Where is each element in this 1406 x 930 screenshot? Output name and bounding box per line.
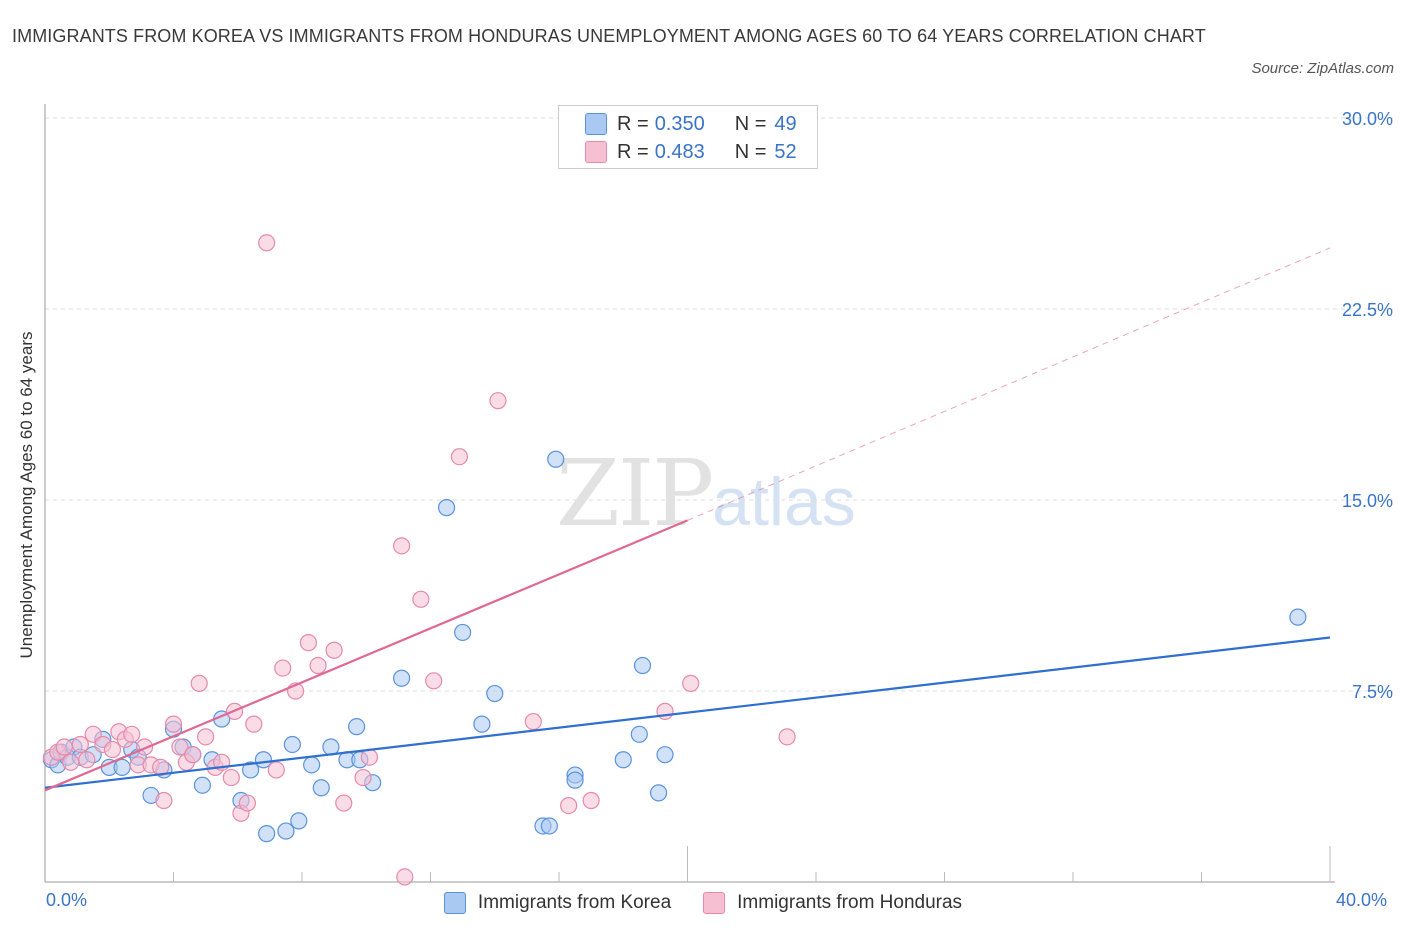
chart-title: IMMIGRANTS FROM KOREA VS IMMIGRANTS FROM… <box>12 26 1206 46</box>
data-point-honduras <box>682 674 700 692</box>
data-point-korea <box>303 756 321 774</box>
legend-r-label: R = <box>617 112 649 135</box>
data-point-honduras <box>392 537 411 555</box>
data-point-honduras <box>258 234 276 252</box>
data-point-korea <box>540 817 558 835</box>
data-point-honduras <box>524 712 542 731</box>
x-tick-label-max: 40.0% <box>1336 890 1388 910</box>
data-point-korea <box>1289 608 1307 626</box>
data-point-korea <box>348 718 366 736</box>
data-point-honduras <box>164 715 183 733</box>
y-tick-label: 15.0% <box>1342 491 1393 511</box>
data-point-korea <box>258 825 276 843</box>
data-point-honduras <box>412 590 430 608</box>
data-point-honduras <box>582 791 600 810</box>
data-point-honduras <box>103 740 122 759</box>
stats-legend: R = 0.350 N = 49 R = 0.483 N = 52 <box>558 105 818 169</box>
legend-item-honduras: Immigrants from Honduras <box>703 892 962 914</box>
data-point-korea <box>486 684 504 703</box>
watermark: ZIPatlas <box>556 440 856 547</box>
data-point-korea <box>547 450 565 468</box>
legend-n-value: 52 <box>774 140 797 163</box>
watermark-zip: ZIP <box>556 440 714 547</box>
y-tick-label: 7.5% <box>1352 682 1393 702</box>
data-point-korea <box>437 499 456 517</box>
data-point-honduras <box>778 728 796 746</box>
data-point-honduras <box>354 768 372 787</box>
data-point-honduras <box>184 746 202 764</box>
data-point-honduras <box>309 656 327 675</box>
data-point-honduras <box>489 392 507 410</box>
data-point-honduras <box>299 634 318 652</box>
data-point-korea <box>630 725 648 743</box>
data-point-honduras <box>222 768 240 787</box>
legend-n-label: N = <box>734 140 767 163</box>
data-point-honduras <box>123 725 141 743</box>
data-point-korea <box>656 746 674 764</box>
data-point-korea <box>113 758 131 777</box>
data-point-korea <box>392 669 411 687</box>
data-point-honduras <box>335 794 353 812</box>
data-point-honduras <box>78 751 96 769</box>
legend-r-label: R = <box>617 140 649 163</box>
data-point-honduras <box>71 735 89 754</box>
legend-item-korea: Immigrants from Korea <box>443 892 672 914</box>
data-point-honduras <box>190 674 208 692</box>
legend-label-korea: Immigrants from Korea <box>477 892 672 913</box>
data-point-honduras <box>450 448 469 466</box>
data-point-korea <box>242 761 260 779</box>
watermark-atlas: atlas <box>712 464 856 540</box>
legend-n-value: 49 <box>774 112 797 135</box>
y-tick-label: 22.5% <box>1342 300 1393 320</box>
data-point-korea <box>290 812 308 830</box>
data-point-korea <box>193 776 212 794</box>
legend-swatch-honduras <box>585 141 607 163</box>
legend-n-label: N = <box>734 112 767 135</box>
data-point-honduras <box>155 791 173 810</box>
trendline-korea <box>44 636 1331 789</box>
data-point-honduras <box>238 794 256 812</box>
legend-r-value: 0.483 <box>654 140 705 163</box>
legend-label-honduras: Immigrants from Honduras <box>737 892 963 913</box>
data-point-korea <box>614 751 632 769</box>
data-point-korea <box>312 779 330 797</box>
data-point-honduras <box>197 728 215 746</box>
legend-row-honduras: R = 0.483 N = 52 <box>585 138 797 166</box>
data-point-korea <box>633 656 652 675</box>
data-point-korea <box>283 735 301 754</box>
data-point-korea <box>473 715 491 733</box>
data-point-honduras <box>245 715 263 733</box>
data-point-honduras <box>274 659 292 677</box>
source-label: Source: ZipAtlas.com <box>1251 60 1394 77</box>
bottom-swatch-korea <box>443 892 466 914</box>
data-point-honduras <box>325 641 343 659</box>
data-point-korea <box>566 771 584 789</box>
legend-row-korea: R = 0.350 N = 49 <box>585 110 797 138</box>
data-point-honduras <box>560 796 578 815</box>
data-point-honduras <box>425 672 443 690</box>
data-point-honduras <box>62 753 80 771</box>
x-tick-label-min: 0.0% <box>46 890 88 910</box>
y-axis-label: Unemployment Among Ages 60 to 64 years <box>17 331 36 659</box>
data-point-korea <box>277 822 295 840</box>
trendline-extension-honduras <box>687 247 1331 521</box>
legend-r-value: 0.350 <box>654 112 705 135</box>
data-point-honduras <box>360 748 379 766</box>
data-point-honduras <box>171 738 189 756</box>
data-point-korea <box>649 784 668 802</box>
data-point-korea <box>454 623 472 642</box>
bottom-swatch-honduras <box>703 892 726 914</box>
legend-swatch-korea <box>585 113 607 135</box>
trendline-honduras <box>44 519 688 792</box>
data-point-honduras <box>396 868 414 886</box>
data-point-honduras <box>55 738 73 756</box>
y-tick-label: 30.0% <box>1342 109 1393 129</box>
data-point-honduras <box>152 758 170 777</box>
series-legend: Immigrants from Korea Immigrants from Ho… <box>0 890 1406 916</box>
data-point-honduras <box>267 761 285 779</box>
